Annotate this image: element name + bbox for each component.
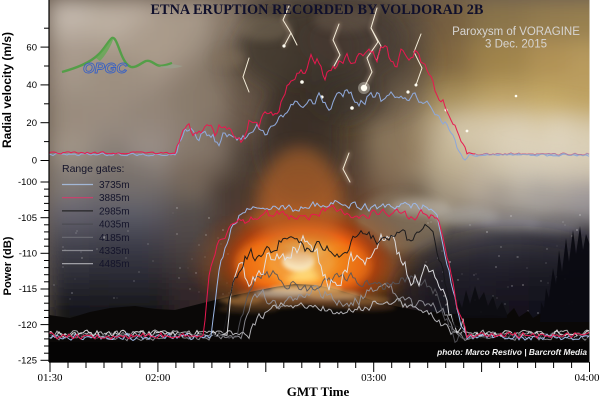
- svg-text:40: 40: [26, 80, 37, 91]
- svg-text:Power (dB): Power (dB): [2, 236, 14, 295]
- svg-text:-125: -125: [18, 356, 37, 367]
- svg-text:04:00: 04:00: [574, 372, 600, 384]
- svg-text:3885m: 3885m: [99, 193, 130, 204]
- svg-text:-110: -110: [19, 249, 37, 260]
- svg-text:photo: Marco Restivo | Barcrof: photo: Marco Restivo | Barcroft Media: [436, 347, 587, 357]
- svg-text:4185m: 4185m: [99, 233, 130, 244]
- svg-text:3 Dec. 2015: 3 Dec. 2015: [485, 39, 547, 51]
- svg-text:20: 20: [26, 118, 37, 129]
- svg-text:3735m: 3735m: [99, 180, 130, 191]
- svg-text:60: 60: [26, 42, 37, 53]
- svg-text:4485m: 4485m: [99, 259, 130, 270]
- svg-text:0: 0: [32, 156, 37, 167]
- svg-text:01:30: 01:30: [37, 372, 63, 384]
- svg-text:2985m: 2985m: [99, 206, 130, 217]
- svg-text:Paroxysm of VORAGINE: Paroxysm of VORAGINE: [452, 26, 580, 38]
- svg-text:-100: -100: [18, 177, 37, 188]
- svg-text:-120: -120: [18, 320, 37, 331]
- svg-text:4335m: 4335m: [99, 246, 130, 257]
- svg-text:GMT Time: GMT Time: [287, 384, 350, 399]
- svg-text:-105: -105: [18, 213, 37, 224]
- svg-text:-115: -115: [19, 284, 37, 295]
- svg-text:Radial velocity (m/s): Radial velocity (m/s): [0, 32, 14, 148]
- svg-text:03:00: 03:00: [361, 372, 387, 384]
- svg-text:OPGC: OPGC: [83, 60, 128, 77]
- svg-text:4035m: 4035m: [99, 220, 130, 231]
- svg-text:Range gates:: Range gates:: [62, 163, 124, 175]
- svg-text:02:00: 02:00: [145, 372, 171, 384]
- svg-text:ETNA ERUPTION RECORDED BY VOLD: ETNA ERUPTION RECORDED BY VOLDORAD 2B: [151, 2, 484, 18]
